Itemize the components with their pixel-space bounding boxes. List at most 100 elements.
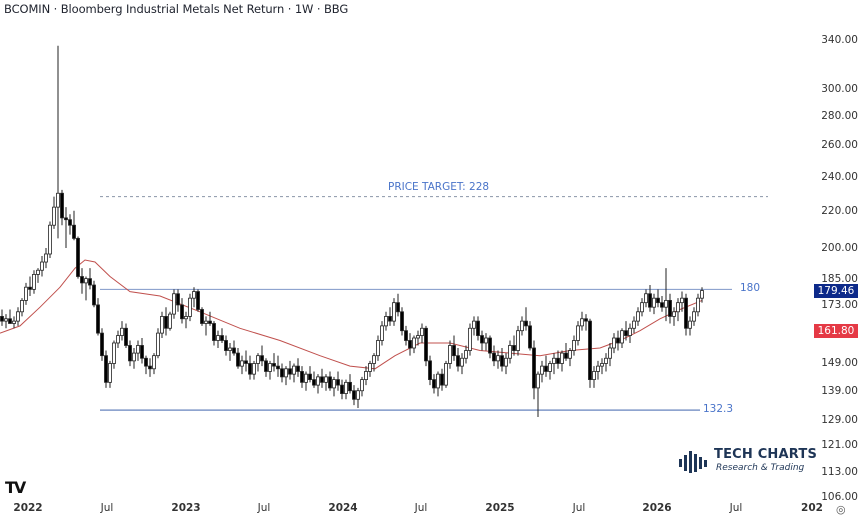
candle — [100, 332, 104, 357]
candle — [616, 337, 620, 344]
candle — [240, 360, 244, 367]
candle — [512, 345, 516, 351]
candle — [500, 355, 504, 367]
candle — [368, 363, 372, 372]
candle — [192, 291, 196, 299]
candle — [552, 357, 556, 364]
last-price-tag: 179.46 — [814, 283, 858, 298]
candle — [216, 335, 220, 341]
resistance-label: 180 — [740, 282, 761, 295]
candle — [464, 350, 468, 359]
support-label: 132.3 — [703, 403, 734, 416]
candle — [272, 363, 276, 367]
candle — [480, 335, 484, 344]
candle — [440, 373, 444, 386]
candle — [624, 330, 628, 336]
candle — [568, 350, 572, 359]
candle — [560, 352, 564, 364]
settings-icon[interactable]: ◎ — [836, 503, 846, 516]
candle — [160, 316, 164, 334]
candle — [528, 325, 532, 349]
candle — [144, 357, 148, 367]
x-axis-label: Jul — [572, 502, 586, 514]
candle — [328, 376, 332, 389]
x-axis-label: Jul — [257, 502, 271, 514]
candle — [696, 297, 700, 313]
brand-name: TECH CHARTS — [714, 447, 818, 462]
candle — [120, 327, 124, 336]
candle — [700, 290, 704, 299]
candle — [80, 276, 84, 284]
candle — [72, 224, 76, 239]
candle — [408, 340, 412, 349]
candle — [128, 345, 132, 362]
candle — [620, 330, 624, 344]
candle — [352, 390, 356, 400]
candle — [48, 224, 52, 255]
candle — [32, 274, 36, 290]
candle — [228, 347, 232, 351]
candle — [248, 363, 252, 375]
x-axis-label: Jul — [414, 502, 428, 514]
candle — [288, 368, 292, 375]
candle — [668, 300, 672, 317]
candle — [556, 357, 560, 364]
candle — [0, 316, 4, 322]
candle — [260, 355, 264, 362]
y-axis-label: 185.00 — [821, 272, 858, 285]
candle — [180, 304, 184, 320]
y-axis-label: 106.00 — [821, 491, 858, 503]
candle — [176, 293, 180, 306]
candle — [476, 320, 480, 336]
candle — [308, 373, 312, 381]
candle — [112, 342, 116, 364]
candle — [28, 286, 32, 290]
candle — [484, 337, 488, 344]
y-axis-label: 139.00 — [821, 384, 858, 397]
candle — [132, 352, 136, 362]
y-axis-label: 113.00 — [821, 465, 858, 478]
candle — [152, 355, 156, 370]
candle — [164, 316, 168, 329]
candle — [276, 365, 280, 370]
candle — [404, 330, 408, 341]
candle — [468, 327, 472, 351]
candle — [12, 320, 16, 324]
candle — [548, 363, 552, 372]
x-axis-label: 2023 — [171, 502, 201, 514]
candle — [600, 363, 604, 367]
moving-average-line — [0, 259, 703, 370]
candle — [384, 316, 388, 327]
candle — [576, 325, 580, 341]
candle — [244, 360, 248, 364]
candle — [488, 337, 492, 354]
candle — [332, 379, 336, 389]
candle — [388, 316, 392, 322]
candle — [644, 293, 648, 304]
candle — [356, 390, 360, 400]
candle — [544, 365, 548, 372]
candle — [580, 318, 584, 327]
candle — [604, 357, 608, 364]
y-axis-label: 340.00 — [821, 34, 858, 46]
candle — [588, 320, 592, 381]
candle — [504, 357, 508, 367]
candle — [392, 302, 396, 322]
candle — [44, 253, 48, 263]
candle — [520, 320, 524, 332]
candle — [116, 335, 120, 344]
x-axis-label: 2024 — [328, 502, 358, 514]
x-axis-label: 202 — [801, 502, 823, 514]
bars-logo-icon — [679, 451, 707, 473]
candle — [284, 368, 288, 378]
x-axis-label: 2026 — [642, 502, 672, 514]
candle — [452, 345, 456, 357]
candle — [104, 355, 108, 383]
candle — [648, 293, 652, 308]
candle — [24, 286, 28, 301]
candle — [196, 291, 200, 310]
x-axis-label: Jul — [729, 502, 743, 514]
candle — [456, 355, 460, 367]
tradingview-logo-icon[interactable]: TV — [5, 478, 26, 497]
